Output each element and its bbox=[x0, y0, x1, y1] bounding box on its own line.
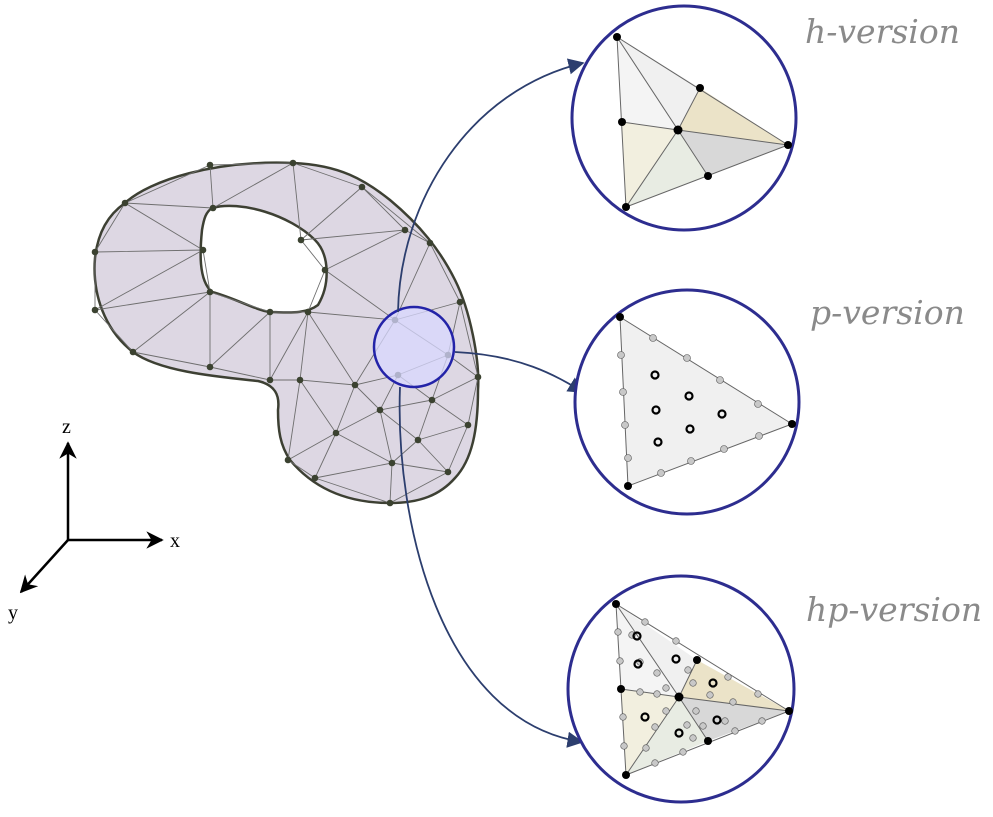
arrow-to-hp bbox=[398, 386, 584, 748]
meshed-domain bbox=[91, 159, 482, 507]
x-axis-label: x bbox=[170, 530, 180, 552]
arrow-to-p bbox=[454, 351, 585, 393]
coordinate-axes bbox=[19, 441, 164, 594]
h-version-detail bbox=[570, 4, 798, 232]
zoom-region-circle bbox=[372, 305, 456, 389]
y-axis-label: y bbox=[8, 602, 18, 624]
p-version-label: p-version bbox=[810, 293, 965, 332]
hp-version-detail bbox=[566, 574, 796, 804]
p-version-detail bbox=[573, 288, 801, 516]
connector-arrows bbox=[397, 58, 585, 748]
hp-version-label: hp-version bbox=[806, 590, 983, 629]
arrow-to-h bbox=[397, 58, 585, 313]
h-version-label: h-version bbox=[805, 12, 960, 51]
mesh-nodes bbox=[91, 159, 482, 507]
y-axis bbox=[19, 539, 69, 594]
z-axis-label: z bbox=[62, 416, 71, 438]
